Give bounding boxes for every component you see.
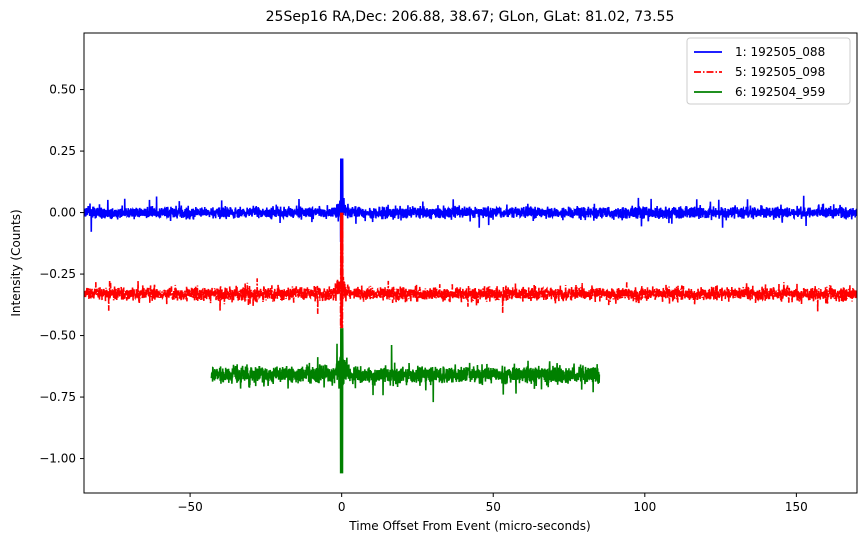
legend: 1: 192505_088 5: 192505_098 6: 192504_959 <box>686 37 851 105</box>
plot-frame <box>83 32 858 494</box>
legend-label: 1: 192505_088 <box>735 45 825 59</box>
y-axis-title: Intensity (Counts) <box>9 209 23 316</box>
y-tick-label: −1.00 <box>39 452 76 466</box>
x-axis: −50 0 50 100 150 <box>177 493 808 514</box>
y-tick-label: −0.25 <box>39 267 76 281</box>
x-tick-label: −50 <box>177 500 202 514</box>
y-tick-label: 0.00 <box>49 206 76 220</box>
chart-title: 25Sep16 RA,Dec: 206.88, 38.67; GLon, GLa… <box>266 9 675 25</box>
x-tick-label: 150 <box>785 500 808 514</box>
y-tick-label: 0.25 <box>49 144 76 158</box>
y-tick-label: −0.50 <box>39 329 76 343</box>
x-axis-title: Time Offset From Event (micro-seconds) <box>348 519 590 533</box>
y-axis: 0.50 0.25 0.00 −0.25 −0.50 −0.75 −1.00 <box>39 83 84 466</box>
series-line-3 <box>210 328 601 474</box>
series-line-1 <box>84 158 857 243</box>
y-tick-label: 0.50 <box>49 83 76 97</box>
legend-box <box>686 37 851 105</box>
x-tick-label: 50 <box>486 500 501 514</box>
series-line-2 <box>84 212 857 329</box>
legend-label: 6: 192504_959 <box>735 85 825 99</box>
x-tick-label: 0 <box>338 500 346 514</box>
series-layer <box>84 158 857 474</box>
y-tick-label: −0.75 <box>39 390 76 404</box>
legend-label: 5: 192505_098 <box>735 65 825 79</box>
x-tick-label: 100 <box>633 500 656 514</box>
